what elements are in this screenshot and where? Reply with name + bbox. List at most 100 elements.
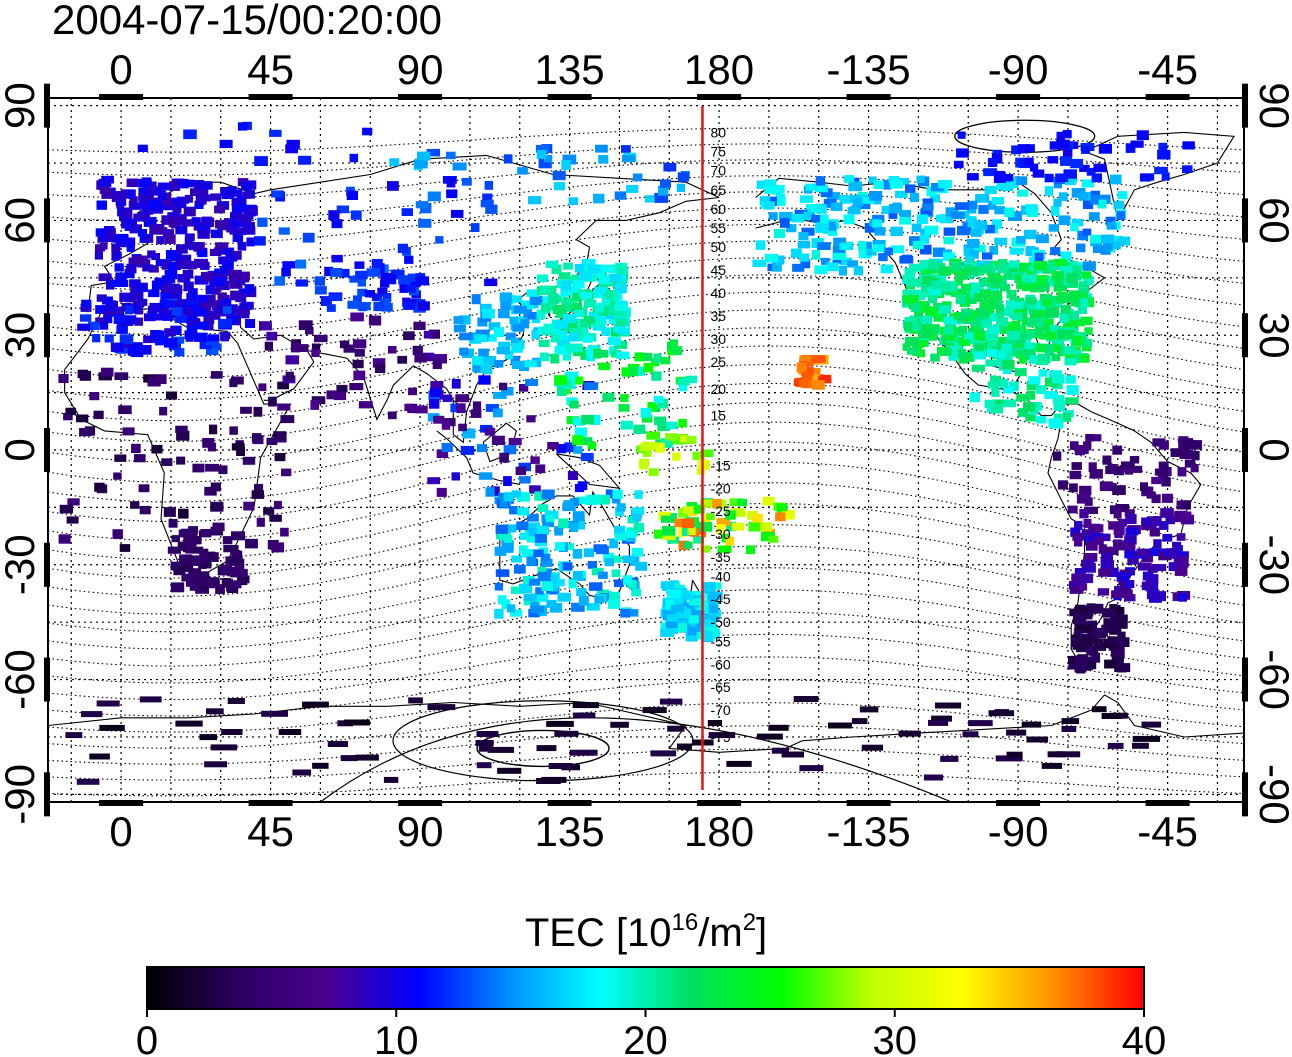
tec-cell bbox=[192, 463, 205, 473]
tec-cell bbox=[579, 318, 592, 328]
tec-cell bbox=[138, 192, 148, 203]
tec-cell bbox=[956, 148, 969, 158]
tec-cell bbox=[1129, 456, 1140, 464]
tec-cell bbox=[237, 242, 247, 251]
tec-cell bbox=[1076, 354, 1090, 363]
tec-cell bbox=[1049, 324, 1059, 333]
frame-tick bbox=[44, 83, 50, 128]
tec-cell bbox=[833, 237, 846, 247]
tec-cell bbox=[220, 332, 230, 342]
tec-cell bbox=[171, 535, 180, 543]
tec-cell bbox=[314, 286, 327, 295]
tec-cell bbox=[827, 192, 840, 200]
tec-cell bbox=[540, 553, 551, 561]
tec-cell bbox=[199, 552, 208, 561]
tec-cell bbox=[159, 197, 173, 206]
tec-cell bbox=[919, 260, 932, 270]
tec-cell bbox=[1081, 179, 1095, 188]
tec-cell bbox=[1060, 266, 1074, 276]
tec-cell bbox=[962, 731, 979, 738]
tec-cell bbox=[552, 170, 566, 181]
tec-cell bbox=[889, 180, 903, 189]
tec-cell bbox=[523, 593, 537, 601]
tec-cell bbox=[1008, 211, 1022, 221]
tec-cell bbox=[511, 343, 523, 353]
right-lat-tick-label: 0 bbox=[1251, 438, 1292, 461]
tec-cell bbox=[926, 186, 936, 197]
tec-cell bbox=[1005, 300, 1015, 309]
tec-cell bbox=[352, 359, 364, 369]
tec-cell bbox=[923, 774, 944, 781]
tec-cell bbox=[598, 275, 611, 284]
tec-cell bbox=[358, 401, 373, 409]
tec-cell bbox=[579, 595, 589, 606]
tec-cell bbox=[1115, 504, 1130, 513]
tec-cell bbox=[614, 533, 627, 541]
tec-cell bbox=[484, 278, 498, 287]
tec-cell bbox=[667, 725, 685, 732]
tec-cell bbox=[183, 179, 195, 188]
tec-cell bbox=[231, 198, 241, 207]
mag-lat-label: 70 bbox=[710, 163, 726, 179]
mag-lat-label: -20 bbox=[710, 480, 730, 496]
tec-cell bbox=[620, 420, 633, 430]
tec-cell bbox=[119, 212, 130, 221]
tec-cell bbox=[1158, 440, 1169, 450]
tec-cell bbox=[899, 217, 912, 225]
tec-cell bbox=[494, 546, 507, 556]
tec-cell bbox=[951, 212, 965, 220]
tec-cell bbox=[230, 220, 244, 228]
tec-cell bbox=[157, 190, 166, 200]
tec-cell bbox=[529, 295, 543, 306]
tec-cell bbox=[106, 228, 116, 236]
frame-tick bbox=[1242, 657, 1248, 702]
tec-cell bbox=[853, 265, 863, 276]
tec-cell bbox=[633, 522, 645, 533]
tec-cell bbox=[251, 490, 265, 499]
tec-cell bbox=[756, 180, 768, 189]
tec-cell bbox=[969, 392, 980, 403]
tec-cell bbox=[957, 288, 970, 297]
tec-cell bbox=[1023, 402, 1036, 412]
tec-cell bbox=[496, 347, 511, 355]
tec-cell bbox=[427, 704, 456, 711]
tec-cell bbox=[269, 514, 282, 522]
tec-cell bbox=[597, 494, 610, 505]
tec-cell bbox=[127, 346, 136, 356]
tec-cell bbox=[775, 512, 786, 522]
tec-cell bbox=[771, 747, 789, 754]
tec-cell bbox=[909, 317, 918, 327]
tec-cell bbox=[475, 740, 494, 746]
tec-cell bbox=[218, 256, 230, 265]
tec-cell bbox=[595, 545, 609, 555]
tec-cell bbox=[491, 435, 505, 445]
tec-cell bbox=[674, 518, 689, 528]
tec-cell bbox=[1108, 623, 1121, 632]
tec-cell bbox=[254, 236, 266, 246]
tec-cell bbox=[572, 280, 585, 289]
tec-cell bbox=[190, 188, 199, 196]
magnetic-latitude-labels: 8075706560555045403530252015-15-20-25-30… bbox=[710, 124, 730, 745]
tec-cell bbox=[546, 720, 574, 727]
tec-cell bbox=[764, 253, 779, 263]
mag-contour bbox=[48, 143, 1244, 176]
tec-cell bbox=[989, 276, 999, 285]
tec-cell bbox=[1050, 419, 1064, 429]
tec-cell bbox=[1011, 312, 1023, 320]
tec-cell bbox=[564, 442, 575, 453]
tec-cell bbox=[909, 263, 922, 272]
tec-cell bbox=[1029, 163, 1039, 172]
tec-cell bbox=[184, 194, 193, 203]
tec-cell bbox=[331, 219, 343, 229]
tec-cell bbox=[111, 192, 122, 203]
tec-cell bbox=[1053, 198, 1062, 207]
tec-cell bbox=[707, 720, 722, 726]
tec-cell bbox=[763, 201, 774, 210]
tec-cell bbox=[598, 362, 611, 371]
tec-cell bbox=[912, 240, 924, 250]
tec-cell bbox=[1124, 509, 1135, 517]
tec-cell bbox=[209, 310, 221, 320]
mag-contour bbox=[48, 702, 1244, 749]
tec-cell bbox=[227, 584, 239, 593]
tec-cell bbox=[236, 446, 245, 456]
